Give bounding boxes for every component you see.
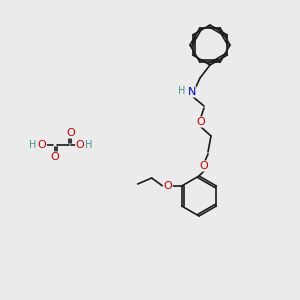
Text: H: H — [85, 140, 93, 150]
Text: O: O — [67, 128, 75, 138]
Text: O: O — [196, 117, 206, 127]
Text: O: O — [51, 152, 59, 162]
Text: N: N — [188, 87, 196, 97]
Text: O: O — [200, 161, 208, 171]
Text: O: O — [163, 181, 172, 191]
Text: H: H — [29, 140, 37, 150]
Text: H: H — [178, 86, 186, 96]
Text: O: O — [38, 140, 46, 150]
Text: O: O — [76, 140, 84, 150]
